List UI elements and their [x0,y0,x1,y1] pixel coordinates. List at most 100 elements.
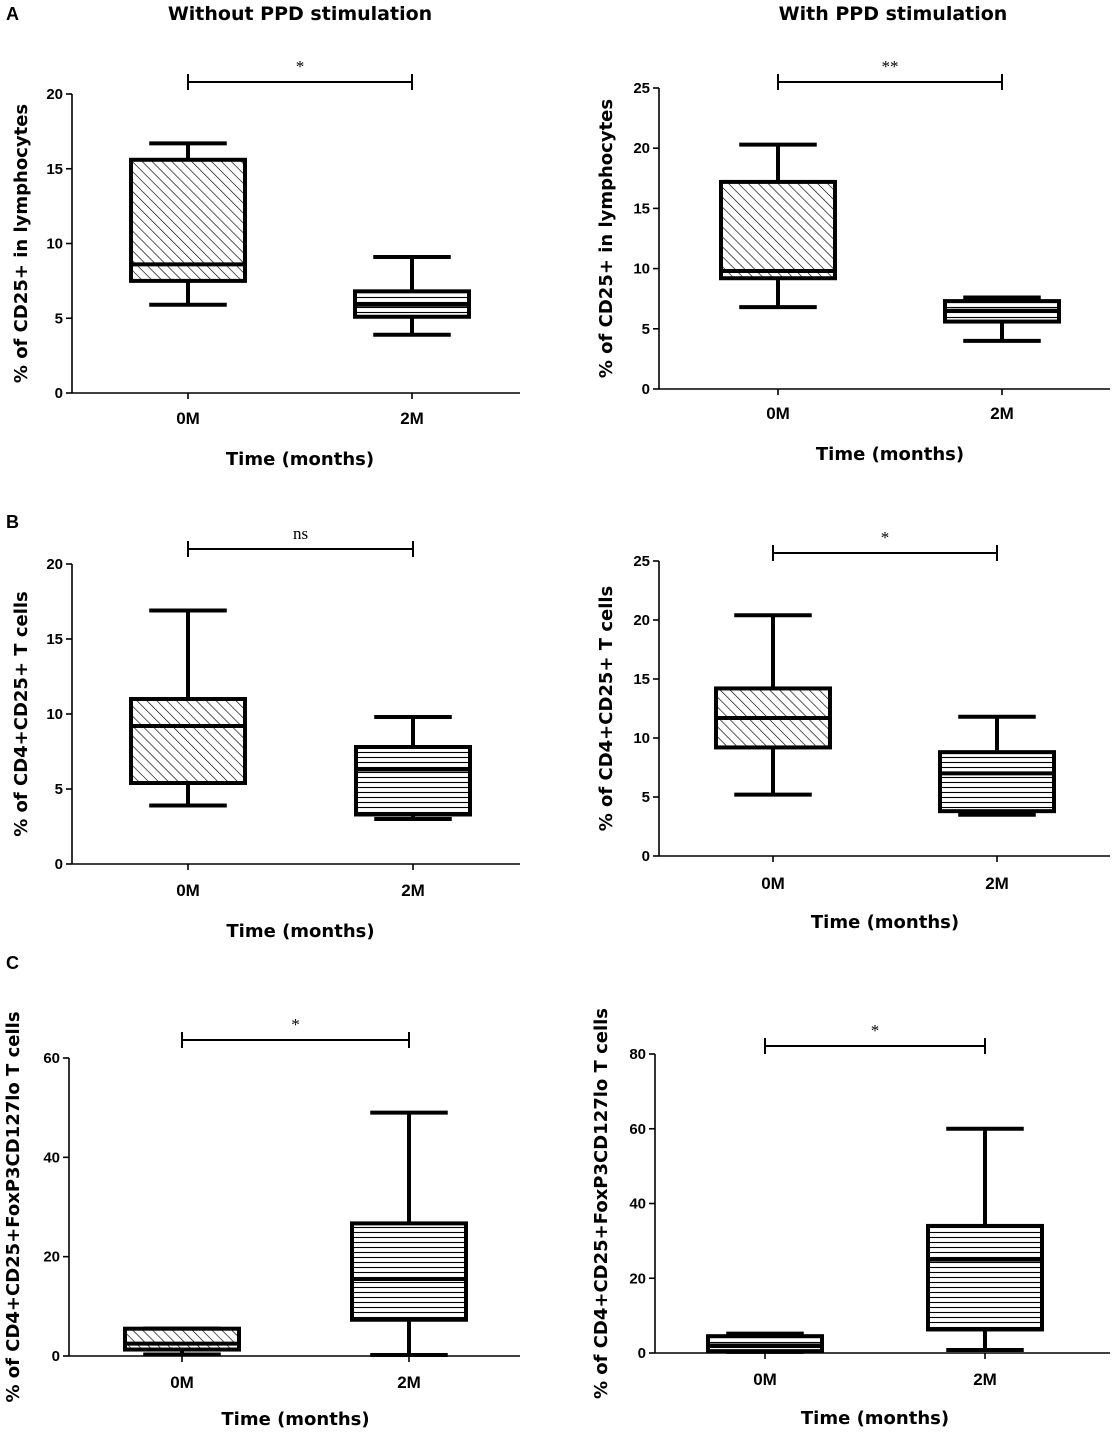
y-tick-label: 5 [55,781,63,798]
y-tick-label: 10 [46,706,63,723]
y-tick-label: 20 [633,612,650,629]
chart-b-right: 0 5 10 15 20 25 0M 2M Time (months) % of CD4+CD25… [596,528,1110,933]
chart-a-right: 0 5 10 15 20 25 0M 2M Time (months) % of CD25+ in… [596,57,1110,465]
box-0m [129,608,247,808]
y-tick-label: 80 [629,1046,646,1063]
significance-bracket: ns [187,524,414,557]
y-axis-title: % of CD25+ in lymphocytes [11,104,32,383]
column-title-left: Without PPD stimulation [168,3,432,25]
y-tick-label: 20 [46,86,63,103]
y-tick-label: 25 [633,80,650,97]
y-tick-label: 25 [633,553,650,570]
y-tick-label: 0 [642,848,650,865]
chart-b-left: 0 5 10 15 20 0M 2M Time (months) % of CD4+CD25+ … [11,524,520,942]
iqr-box [123,1326,241,1352]
significance-label: * [881,528,890,547]
y-tick-label: 15 [633,671,650,688]
x-tick-label: 0M [170,1373,194,1392]
panel-label-c: C [6,953,19,973]
y-axis-title: % of CD4+CD25+ T cells [596,586,617,832]
x-tick-label: 0M [761,874,785,893]
x-tick-label: 2M [400,409,424,428]
x-tick-label: 2M [985,874,1009,893]
iqr-box [938,750,1056,814]
box-2m [938,714,1056,817]
box-0m [719,142,837,310]
y-tick-label: 20 [629,1270,646,1287]
x-tick-label: 0M [176,409,200,428]
significance-label: * [871,1021,880,1040]
box-0m [706,1331,824,1354]
iqr-box [926,1223,1044,1332]
y-axis-title: % of CD25+ in lymphocytes [596,99,617,378]
x-axis-title: Time (months) [221,1409,369,1430]
box-2m [926,1126,1044,1353]
y-tick-label: 20 [46,556,63,573]
y-tick-label: 0 [638,1345,646,1362]
x-tick-label: 0M [766,404,790,423]
y-tick-label: 20 [633,140,650,157]
y-tick-label: 10 [633,261,650,278]
y-tick-label: 10 [46,236,63,253]
y-tick-label: 20 [43,1249,60,1266]
significance-bracket: * [772,528,998,561]
x-axis-title: Time (months) [226,449,374,470]
box-2m [943,295,1061,343]
significance-bracket: * [187,57,413,90]
y-tick-label: 5 [55,310,63,327]
y-tick-label: 60 [629,1121,646,1138]
iqr-box [354,745,472,817]
y-axis-title: % of CD4+CD25+FoxP3CD127lo T cells [591,1008,612,1399]
x-axis-title: Time (months) [816,444,964,465]
significance-bracket: ** [777,57,1003,90]
y-tick-label: 0 [52,1348,60,1365]
iqr-box [129,697,247,785]
iqr-box [719,179,837,281]
y-tick-label: 5 [642,321,650,338]
y-tick-label: 5 [642,789,650,806]
x-tick-label: 2M [397,1373,421,1392]
significance-bracket: * [181,1015,410,1048]
panel-label-a: A [6,4,19,24]
chart-a-left: 0 5 10 15 20 0M 2M Time (months) % of CD25+ in l… [11,57,520,470]
significance-label: ns [293,524,308,543]
significance-label: * [291,1015,300,1034]
y-axis-title: % of CD4+CD25+ T cells [11,591,32,837]
y-tick-label: 15 [46,161,63,178]
x-axis-title: Time (months) [801,1408,949,1429]
box-2m [354,715,472,821]
box-2m [353,254,471,337]
y-tick-label: 40 [43,1149,60,1166]
y-tick-label: 15 [46,631,63,648]
chart-c-left: 0 20 40 60 0M 2M Time (months) % of CD4+CD25+Fo… [3,1011,520,1430]
charts: 0 5 10 15 20 0M 2M Time (months) % of CD25+ in l… [3,57,1110,1430]
x-axis-title: Time (months) [226,921,374,942]
y-tick-label: 60 [43,1050,60,1067]
y-tick-label: 0 [55,385,63,402]
y-tick-label: 0 [642,381,650,398]
box-0m [123,1326,241,1357]
iqr-box [129,157,247,283]
panel-label-b: B [6,512,19,532]
box-0m [714,613,832,797]
y-tick-label: 10 [633,730,650,747]
iqr-box [350,1221,468,1322]
y-tick-label: 40 [629,1196,646,1213]
box-2m [350,1110,468,1358]
box-0m [129,141,247,307]
y-tick-label: 0 [55,856,63,873]
significance-bracket: * [764,1021,986,1054]
x-tick-label: 0M [753,1370,777,1389]
x-tick-label: 0M [176,881,200,900]
column-title-right: With PPD stimulation [779,3,1008,25]
x-axis-title: Time (months) [811,912,959,933]
significance-label: ** [882,57,899,76]
x-tick-label: 2M [401,881,425,900]
x-tick-label: 2M [990,404,1014,423]
y-axis-title: % of CD4+CD25+FoxP3CD127lo T cells [3,1011,24,1402]
significance-label: * [296,57,305,76]
x-tick-label: 2M [973,1370,997,1389]
y-tick-label: 15 [633,200,650,217]
chart-c-right: 0 20 40 60 80 0M 2M Time (months) % of CD4+CD25+… [591,1008,1110,1429]
